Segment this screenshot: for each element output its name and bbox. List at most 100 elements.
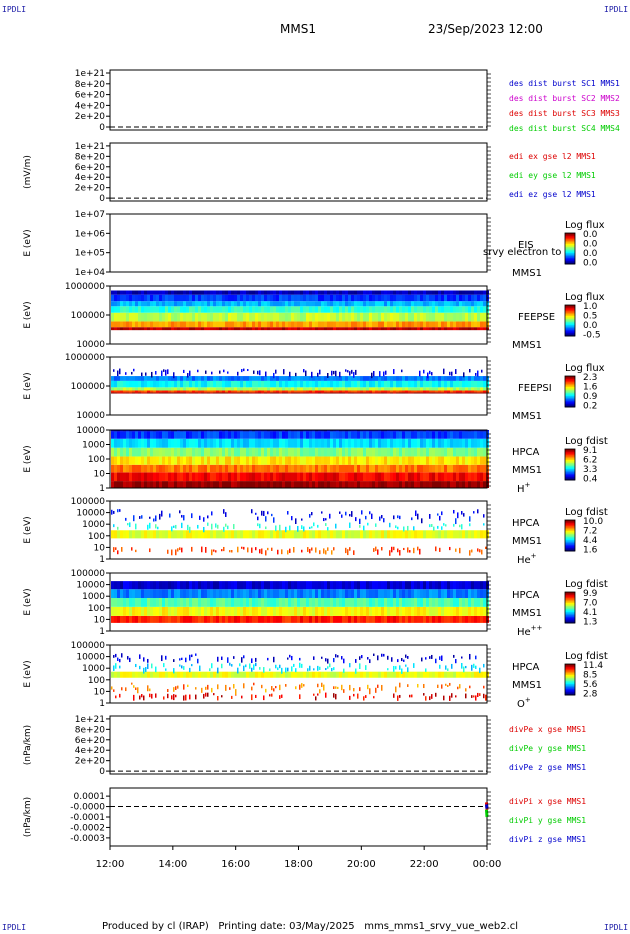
spectrogram-cell (129, 456, 132, 465)
spectrogram-cell (221, 656, 223, 661)
spectrogram-cell (471, 671, 474, 678)
colorbar-frame (564, 448, 576, 481)
spectrogram-cell (450, 430, 453, 432)
spectrogram-cell (195, 671, 198, 678)
spectrogram-cell (414, 294, 417, 302)
spectrogram-cell (303, 312, 306, 322)
spectrogram-cell (213, 530, 216, 539)
spectrogram-cell (174, 312, 177, 322)
spectrogram-cell (348, 380, 351, 388)
spectrogram-cell (204, 312, 207, 322)
colorbar-cell (565, 456, 575, 459)
spectrogram-cell (339, 606, 342, 616)
spectrogram-cell (259, 549, 261, 554)
spectrogram-cell (333, 376, 336, 381)
spectrogram-cell (315, 294, 318, 302)
spectrogram-cell (252, 589, 255, 598)
spectrogram-cell (435, 306, 438, 313)
spectrogram-cell (117, 606, 120, 616)
spectrogram-cell (435, 692, 437, 697)
spectrogram-cell (219, 390, 222, 393)
spectrogram-cell (144, 606, 147, 616)
spectrogram-cell (438, 321, 441, 328)
spectrogram-cell (207, 589, 210, 598)
spectrogram-cell (213, 306, 216, 313)
spectrogram-cell (186, 387, 189, 391)
spectrogram-cell (378, 387, 381, 391)
spectrogram-cell (153, 447, 156, 457)
spectrogram-cell (372, 321, 375, 328)
spectrogram-cell (117, 387, 120, 391)
spectrogram-cell (294, 390, 297, 393)
spectrogram-cell (327, 312, 330, 322)
spectrogram-cell (309, 290, 312, 295)
spectrogram-cell (300, 581, 303, 590)
y-tick-label: 1e+05 (75, 249, 105, 259)
spectrogram-cell (279, 464, 282, 473)
colorbar-cell (565, 466, 575, 469)
spectrogram-cell (153, 312, 156, 322)
spectrogram-cell (300, 321, 303, 328)
spacecraft-label: MMS1 (512, 268, 542, 279)
spectrogram-cell (195, 464, 198, 473)
spectrogram-cell (288, 431, 291, 439)
spectrogram-cell (195, 581, 198, 590)
spectrogram-cell (360, 392, 363, 394)
spectrogram-cell (480, 327, 483, 331)
spectrogram-cell (237, 376, 240, 381)
spectrogram-cell (354, 380, 357, 388)
spectrogram-cell (192, 380, 195, 388)
spectrogram-cell (423, 430, 426, 432)
spectrogram-cell (216, 597, 219, 607)
spectrogram-cell (168, 456, 171, 465)
spectrogram-cell (354, 430, 357, 432)
spectrogram-cell (234, 606, 237, 616)
spectrogram-cell (432, 456, 435, 465)
spectrogram-cell (180, 481, 183, 488)
spectrogram-cell (375, 390, 378, 393)
spectrogram-cell (117, 530, 120, 539)
spectrogram-cell (327, 581, 330, 590)
spectrogram-cell (381, 387, 384, 391)
spectrogram-cell (441, 447, 444, 457)
spectrogram-cell (300, 390, 303, 393)
spectrogram-cell (225, 390, 228, 393)
spectrogram-cell (324, 380, 327, 388)
spectrogram-cell (411, 306, 414, 313)
spectrogram-cell (135, 597, 138, 607)
spectrogram-cell (180, 387, 183, 391)
spectrogram-cell (111, 430, 114, 432)
spectrogram-cell (216, 589, 219, 598)
spectrogram-cell (405, 589, 408, 598)
spectrogram-cell (237, 472, 240, 482)
spectrogram-cell (231, 327, 234, 331)
spectrogram-cell (395, 666, 397, 670)
spectrogram-cell (319, 689, 321, 694)
spectrogram-cell (156, 597, 159, 607)
spectrogram-cell (327, 481, 330, 488)
spectrogram-cell (276, 431, 279, 439)
spectrogram-cell (399, 306, 402, 313)
spectrogram-cell (330, 387, 333, 391)
spectrogram-cell (147, 606, 150, 616)
spectrogram-cell (483, 312, 486, 322)
spectrogram-cell (237, 431, 240, 439)
spectrogram-cell (456, 481, 459, 488)
spectrogram-cell (225, 392, 228, 394)
spectrogram-cell (240, 392, 243, 394)
spectrogram-cell (295, 372, 297, 377)
spectrogram-cell (336, 306, 339, 313)
spectrogram-cell (300, 392, 303, 394)
spectrogram-cell (420, 606, 423, 616)
spectrogram-cell (444, 312, 447, 322)
spectrogram-cell (135, 615, 138, 623)
spectrogram-cell (261, 606, 264, 616)
spectrogram-cell (363, 464, 366, 473)
spectrogram-cell (447, 481, 450, 488)
spectrogram-cell (462, 301, 465, 307)
spectrogram-cell (252, 615, 255, 623)
spectrogram-cell (462, 438, 465, 448)
spectrogram-cell (405, 615, 408, 623)
spectrogram-cell (351, 615, 354, 623)
spectrogram-cell (201, 671, 204, 678)
